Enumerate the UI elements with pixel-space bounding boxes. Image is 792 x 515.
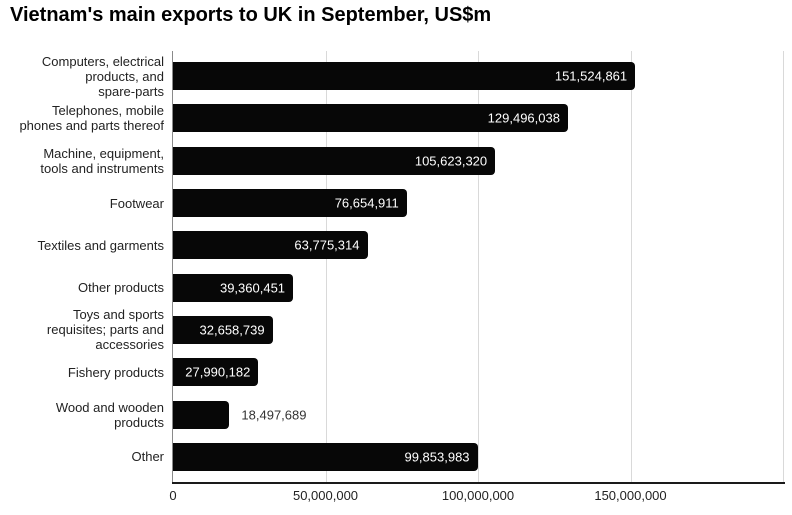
category-label: Footwear	[109, 195, 164, 211]
bar: 105,623,320	[173, 146, 496, 175]
x-tick-label: 150,000,000	[594, 488, 667, 503]
bar-row: Fishery products 27,990,182	[0, 351, 783, 393]
value-label: 39,360,451	[219, 280, 286, 296]
bar-track: 151,524,861	[173, 62, 783, 91]
category-label: Fishery products	[67, 364, 164, 380]
bar-track: 105,623,320	[173, 146, 783, 175]
bar	[173, 400, 230, 429]
bar: 129,496,038	[173, 104, 568, 133]
bar: 151,524,861	[173, 62, 636, 91]
value-label: 63,775,314	[294, 237, 360, 253]
category-label: Toys and sports requisites; parts and ac…	[46, 307, 164, 353]
bar-rows: Computers, electrical products, and spar…	[0, 53, 783, 478]
category-label: Textiles and garments	[37, 237, 164, 253]
bar-track: 32,658,739	[173, 315, 783, 344]
bar-row: Toys and sports requisites; parts and ac…	[0, 307, 783, 353]
x-tick-label: 0	[169, 488, 177, 503]
bar-track: 39,360,451	[173, 273, 783, 302]
plot-area	[173, 51, 784, 482]
value-label: 129,496,038	[487, 110, 560, 126]
category-label: Machine, equipment, tools and instrument…	[40, 145, 164, 176]
category-label: Other products	[78, 280, 164, 296]
category-label: Telephones, mobile phones and parts ther…	[19, 103, 164, 134]
bar: 99,853,983	[173, 442, 478, 471]
bar: 27,990,182	[173, 358, 259, 387]
bar-row: Textiles and garments 63,775,314	[0, 224, 783, 266]
category-label: Computers, electrical products, and spar…	[41, 53, 164, 99]
bar-row: Computers, electrical products, and spar…	[0, 53, 783, 99]
bar-row: Telephones, mobile phones and parts ther…	[0, 97, 783, 139]
value-label: 18,497,689	[241, 407, 307, 423]
value-label: 76,654,911	[334, 195, 399, 211]
y-axis-line	[171, 51, 173, 482]
bar-track: 99,853,983	[173, 442, 783, 471]
bar-track: 63,775,314	[173, 231, 783, 260]
bar-row: Wood and wooden products 18,497,689	[0, 393, 783, 435]
bar: 76,654,911	[173, 189, 407, 218]
value-label: 151,524,861	[554, 68, 628, 84]
gridline	[325, 51, 327, 482]
bar-row: Machine, equipment, tools and instrument…	[0, 140, 783, 182]
x-axis-tick-labels: 0 50,000,000 100,000,000 150,000,000	[0, 488, 792, 508]
bar-row: Other 99,853,983	[0, 436, 783, 478]
bar: 63,775,314	[173, 231, 368, 260]
value-label: 27,990,182	[185, 364, 251, 380]
x-tick-label: 100,000,000	[441, 488, 515, 503]
category-label: Other	[131, 449, 164, 465]
chart-title: Vietnam's main exports to UK in Septembe…	[10, 4, 492, 26]
gridline	[783, 51, 784, 482]
bar-row: Footwear 76,654,911	[0, 182, 783, 224]
bar-track: 129,496,038	[173, 104, 783, 133]
value-label: 105,623,320	[414, 153, 488, 169]
gridline	[630, 51, 632, 482]
bar-track: 27,990,182	[173, 358, 783, 387]
bar: 39,360,451	[173, 273, 294, 302]
value-label: 32,658,739	[199, 322, 265, 338]
x-tick-label: 50,000,000	[292, 488, 359, 503]
bar-row: Other products 39,360,451	[0, 266, 783, 308]
category-label: Wood and wooden products	[55, 399, 164, 430]
bar-track: 76,654,911	[173, 189, 783, 218]
bar: 32,658,739	[173, 315, 273, 344]
x-axis-line	[171, 482, 785, 484]
gridline	[478, 51, 479, 482]
bar-track: 18,497,689	[173, 400, 783, 429]
value-label: 99,853,983	[404, 449, 470, 465]
